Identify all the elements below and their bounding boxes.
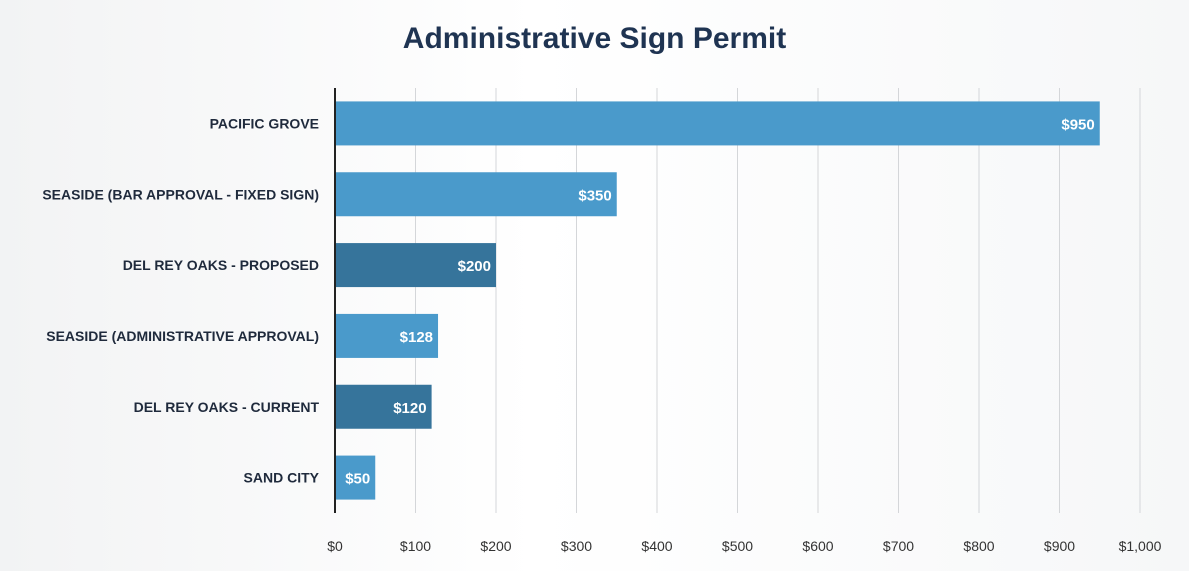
data-label-sand-city: $50 [345, 471, 370, 488]
data-label-pacific-grove: $950 [1061, 116, 1094, 133]
x-tick-label: $0 [327, 538, 343, 554]
x-tick-label: $800 [963, 538, 994, 554]
x-tick-label: $700 [883, 538, 914, 554]
chart-title: Administrative Sign Permit [402, 22, 787, 55]
x-tick-label: $400 [641, 538, 672, 554]
data-label-seaside-administrative-approval: $128 [400, 329, 433, 346]
x-tick-label: $900 [1044, 538, 1075, 554]
category-label-seaside-bar-approval-fixed-sign: SEASIDE (BAR APPROVAL - FIXED SIGN) [42, 186, 319, 202]
data-label-del-rey-oaks-proposed: $200 [458, 258, 491, 275]
category-label-seaside-administrative-approval: SEASIDE (ADMINISTRATIVE APPROVAL) [46, 328, 319, 344]
bar-del-rey-oaks-current [335, 384, 432, 429]
x-tick-label: $100 [400, 538, 431, 554]
x-tick-label: $1,000 [1119, 538, 1162, 554]
bar-del-rey-oaks-proposed [335, 243, 496, 288]
bars: $950 $350 $200 $128 $120 $50 [335, 101, 1100, 500]
x-tick-label: $200 [480, 538, 511, 554]
x-tick-label: $500 [722, 538, 753, 554]
data-label-seaside-bar-approval-fixed-sign: $350 [578, 187, 611, 204]
bar-pacific-grove [335, 101, 1100, 146]
x-tick-label: $300 [561, 538, 592, 554]
category-label-del-rey-oaks-proposed: DEL REY OAKS - PROPOSED [123, 257, 319, 273]
category-label-sand-city: SAND CITY [244, 470, 320, 486]
data-label-del-rey-oaks-current: $120 [393, 400, 426, 417]
bar-seaside-administrative-approval [335, 313, 439, 358]
axes: $0 $100 $200 $300 $400 $500 $600 $700 $800 $900 $1… [42, 88, 1162, 554]
x-tick-label: $600 [802, 538, 833, 554]
category-label-del-rey-oaks-current: DEL REY OAKS - CURRENT [134, 399, 320, 415]
bar-sand-city [335, 455, 376, 500]
gridlines [415, 88, 1141, 513]
bar-seaside-bar-approval-fixed-sign [335, 172, 617, 217]
category-label-pacific-grove: PACIFIC GROVE [210, 115, 319, 131]
